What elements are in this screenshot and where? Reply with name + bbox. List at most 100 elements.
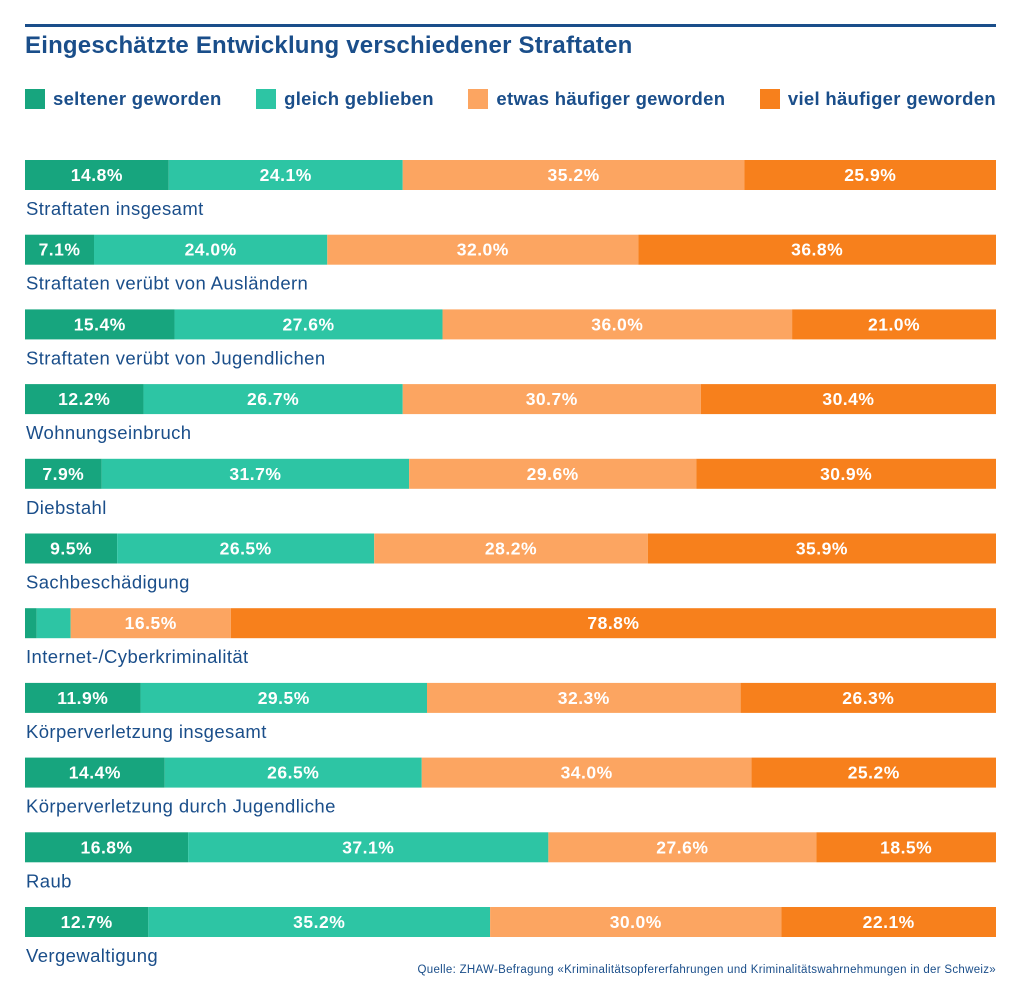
data-label-etwas-h-ufiger-geworden-2: 36.0% <box>591 314 643 334</box>
legend-item-gleich: gleich geblieben <box>256 88 434 110</box>
category-label-6: Internet-/Cyberkriminalität <box>26 646 249 667</box>
data-label-gleich-geblieben-4: 31.7% <box>229 464 281 484</box>
data-label-gleich-geblieben-9: 37.1% <box>342 837 394 857</box>
legend-swatch-etwas-haeufiger <box>468 89 489 109</box>
bar-segment-viel-h-ufiger-geworden-3 <box>700 384 996 415</box>
legend-item-viel-haeufiger: viel häufiger geworden <box>759 88 996 110</box>
bar-segment-etwas-h-ufiger-geworden-8 <box>421 757 752 788</box>
bar-segment-gleich-geblieben-1 <box>94 234 328 265</box>
data-label-viel-h-ufiger-geworden-0: 25.9% <box>844 165 896 185</box>
category-label-3: Wohnungseinbruch <box>26 422 191 443</box>
data-label-viel-h-ufiger-geworden-1: 36.8% <box>791 240 843 260</box>
data-label-etwas-h-ufiger-geworden-5: 28.2% <box>485 539 537 559</box>
category-label-1: Straftaten verübt von Ausländern <box>26 273 308 294</box>
category-label-7: Körperverletzung insgesamt <box>26 721 267 742</box>
category-label-2: Straftaten verübt von Jugendlichen <box>26 347 326 368</box>
data-label-viel-h-ufiger-geworden-7: 26.3% <box>842 688 894 708</box>
data-label-etwas-h-ufiger-geworden-0: 35.2% <box>548 165 600 185</box>
bar-segment-gleich-geblieben-6 <box>36 608 71 639</box>
legend-swatch-viel-haeufiger <box>759 89 780 109</box>
bar-segment-gleich-geblieben-8 <box>164 757 422 788</box>
bar-segment-etwas-h-ufiger-geworden-5 <box>374 533 648 564</box>
bar-segment-seltener-geworden-5 <box>25 533 118 564</box>
bar-segment-seltener-geworden-4 <box>25 458 102 489</box>
bar-segment-viel-h-ufiger-geworden-10 <box>781 907 996 937</box>
source-note: Quelle: ZHAW-Befragung «Kriminalitätsopf… <box>417 964 996 976</box>
data-label-seltener-geworden-7: 11.9% <box>57 688 108 708</box>
data-label-etwas-h-ufiger-geworden-10: 30.0% <box>610 912 662 932</box>
bar-segment-etwas-h-ufiger-geworden-6 <box>70 608 231 639</box>
data-label-seltener-geworden-4: 7.9% <box>42 464 84 484</box>
data-label-gleich-geblieben-10: 35.2% <box>293 912 345 932</box>
legend-label-etwas-haeufiger: etwas häufiger geworden <box>496 88 726 109</box>
data-label-viel-h-ufiger-geworden-9: 18.5% <box>880 837 932 857</box>
category-label-0: Straftaten insgesamt <box>26 198 204 219</box>
data-label-viel-h-ufiger-geworden-5: 35.9% <box>796 539 848 559</box>
bar-segment-etwas-h-ufiger-geworden-7 <box>426 682 741 713</box>
data-label-gleich-geblieben-7: 29.5% <box>258 688 310 708</box>
category-label-10: Vergewaltigung <box>26 945 158 966</box>
bar-segment-gleich-geblieben-2 <box>174 309 443 340</box>
legend-item-seltener: seltener geworden <box>25 88 222 110</box>
bar-segment-seltener-geworden-7 <box>25 682 141 713</box>
bar-segment-etwas-h-ufiger-geworden-2 <box>442 309 793 340</box>
bar-segment-seltener-geworden-3 <box>25 384 144 415</box>
data-label-etwas-h-ufiger-geworden-3: 30.7% <box>526 389 578 409</box>
data-label-gleich-geblieben-5: 26.5% <box>220 539 272 559</box>
bar-segment-etwas-h-ufiger-geworden-1 <box>327 234 639 265</box>
bar-segment-viel-h-ufiger-geworden-7 <box>740 682 996 713</box>
category-label-9: Raub <box>26 870 72 891</box>
bar-segment-etwas-h-ufiger-geworden-10 <box>490 907 782 937</box>
data-label-viel-h-ufiger-geworden-4: 30.9% <box>820 464 872 484</box>
bar-segment-viel-h-ufiger-geworden-8 <box>751 757 996 788</box>
bar-segment-etwas-h-ufiger-geworden-0 <box>402 160 745 190</box>
data-label-gleich-geblieben-1: 24.0% <box>185 240 237 260</box>
data-label-gleich-geblieben-3: 26.7% <box>247 389 299 409</box>
bar-segment-seltener-geworden-1 <box>25 234 95 265</box>
bar-segment-viel-h-ufiger-geworden-9 <box>816 832 996 863</box>
data-label-etwas-h-ufiger-geworden-7: 32.3% <box>558 688 610 708</box>
bar-segment-gleich-geblieben-5 <box>117 533 375 564</box>
bar-segment-etwas-h-ufiger-geworden-4 <box>409 458 697 489</box>
legend-label-viel-haeufiger: viel häufiger geworden <box>787 88 996 109</box>
bar-segment-seltener-geworden-2 <box>25 309 175 340</box>
bar-segment-gleich-geblieben-9 <box>188 832 549 863</box>
bar-segment-etwas-h-ufiger-geworden-9 <box>548 832 817 863</box>
data-label-etwas-h-ufiger-geworden-1: 32.0% <box>457 240 509 260</box>
data-label-seltener-geworden-9: 16.8% <box>80 837 132 857</box>
data-label-viel-h-ufiger-geworden-8: 25.2% <box>848 763 900 783</box>
bar-segment-viel-h-ufiger-geworden-0 <box>744 160 996 190</box>
legend-label-seltener: seltener geworden <box>53 88 222 109</box>
bar-segment-seltener-geworden-10 <box>25 907 149 937</box>
category-label-5: Sachbeschädigung <box>26 572 190 593</box>
bar-segment-gleich-geblieben-10 <box>148 907 491 937</box>
bar-segment-seltener-geworden-6 <box>25 608 37 639</box>
legend-swatch-gleich <box>256 89 277 109</box>
data-label-viel-h-ufiger-geworden-10: 22.1% <box>863 912 915 932</box>
legend-swatch-seltener <box>25 89 45 109</box>
data-label-gleich-geblieben-8: 26.5% <box>267 763 319 783</box>
bar-segment-etwas-h-ufiger-geworden-3 <box>402 384 701 415</box>
bar-segment-viel-h-ufiger-geworden-4 <box>696 458 996 489</box>
legend-item-etwas-haeufiger: etwas häufiger geworden <box>468 88 725 110</box>
bar-segment-viel-h-ufiger-geworden-6 <box>230 608 997 639</box>
bar-segment-gleich-geblieben-0 <box>168 160 403 190</box>
bar-segment-seltener-geworden-0 <box>25 160 169 190</box>
bar-segment-seltener-geworden-8 <box>25 757 165 788</box>
category-label-4: Diebstahl <box>26 497 107 518</box>
data-label-seltener-geworden-5: 9.5% <box>50 539 92 559</box>
data-label-gleich-geblieben-2: 27.6% <box>282 314 334 334</box>
data-label-seltener-geworden-8: 14.4% <box>69 763 121 783</box>
bar-segment-viel-h-ufiger-geworden-1 <box>638 234 996 265</box>
bar-segment-seltener-geworden-9 <box>25 832 189 863</box>
legend-label-gleich: gleich geblieben <box>284 88 434 109</box>
data-label-etwas-h-ufiger-geworden-4: 29.6% <box>527 464 579 484</box>
bar-segment-gleich-geblieben-4 <box>101 458 410 489</box>
title-rule <box>25 24 996 27</box>
data-label-viel-h-ufiger-geworden-6: 78.8% <box>587 613 639 633</box>
data-label-etwas-h-ufiger-geworden-9: 27.6% <box>656 837 708 857</box>
data-label-seltener-geworden-3: 12.2% <box>58 389 110 409</box>
bar-segment-viel-h-ufiger-geworden-2 <box>792 309 996 340</box>
legend: seltener geworden gleich geblieben etwas… <box>25 86 996 112</box>
